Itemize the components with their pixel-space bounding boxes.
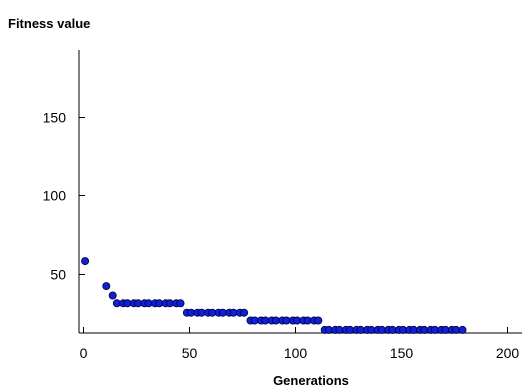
data-point [102,282,111,291]
data-point [81,257,90,266]
data-point [458,325,467,334]
x-tick-label: 0 [80,345,88,361]
data-points [81,257,467,334]
y-axis-title: Fitness value [8,16,90,31]
y-tick-label: 100 [43,188,67,204]
x-tick-label: 100 [284,345,308,361]
data-point [108,291,117,300]
y-tick-label: 150 [43,110,67,126]
tick-labels: 50 100 150 0 50 100 150 200 [43,110,520,362]
data-point [314,316,323,325]
data-point [176,299,185,308]
x-tick-label: 150 [390,345,414,361]
x-tick-label: 200 [496,345,520,361]
x-tick-label: 50 [182,345,198,361]
x-axis-title: Generations [273,373,349,388]
axes [78,50,522,334]
data-point [240,308,249,317]
y-tick-label: 50 [50,267,66,283]
